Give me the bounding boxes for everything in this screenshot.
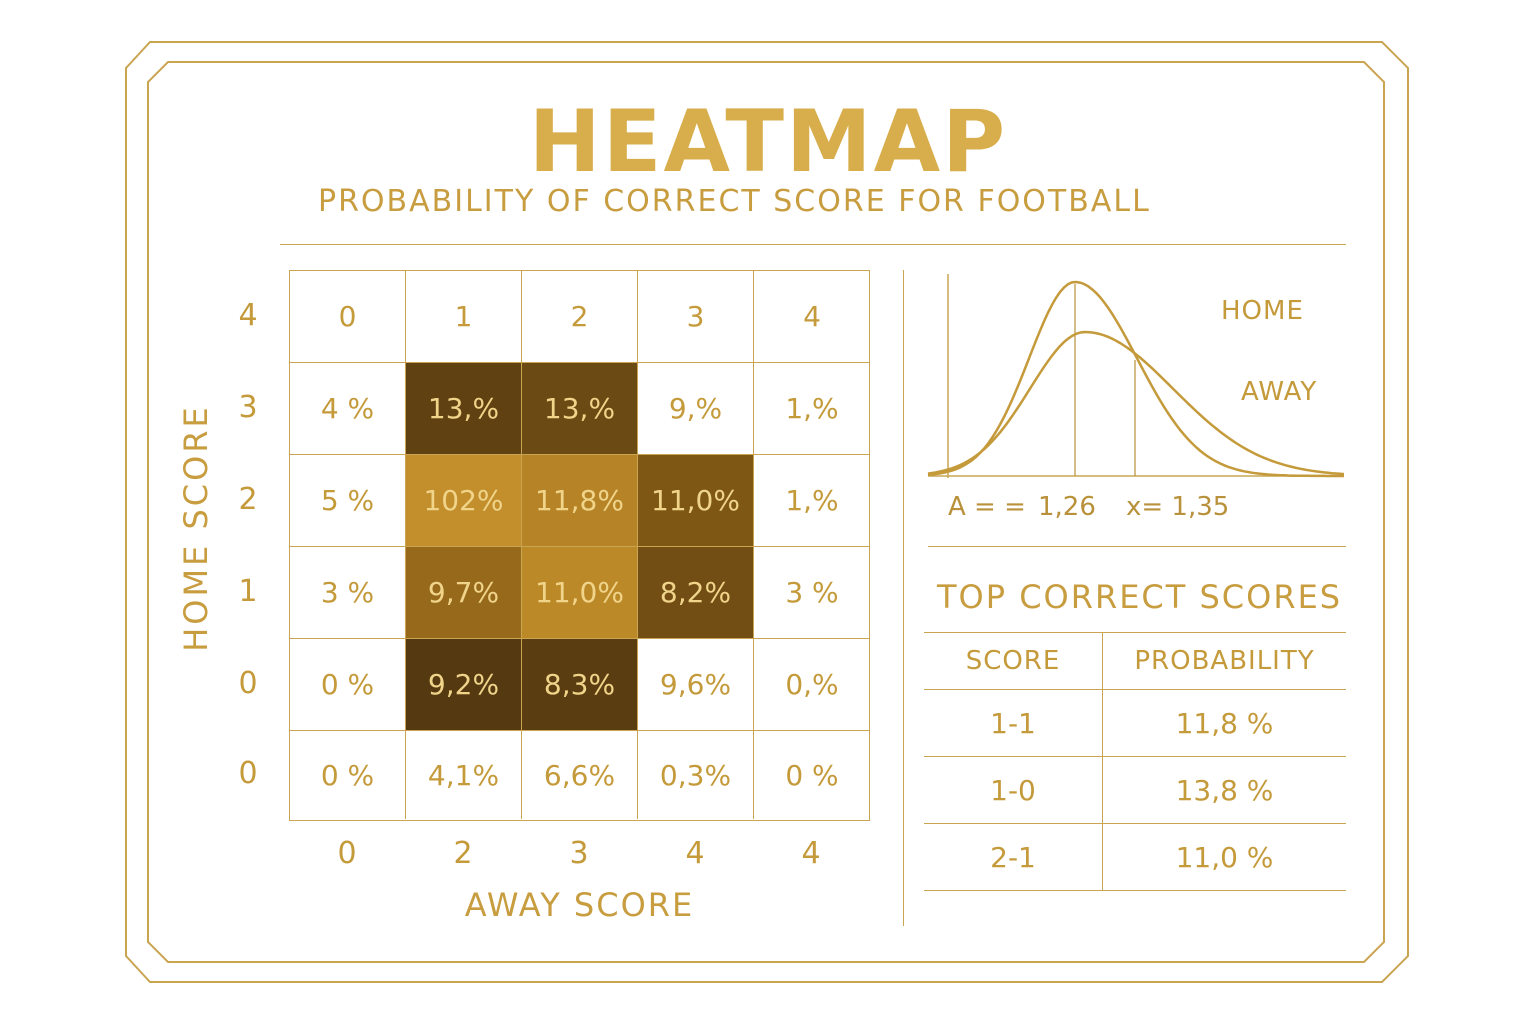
distribution-chart [927, 274, 1345, 478]
score-cell: 2-1 [924, 823, 1103, 891]
heatmap-cell: 11,8% [522, 455, 638, 547]
heatmap-cell: 8,2% [638, 547, 754, 639]
probability-cell: 11,8 % [1175, 706, 1274, 740]
heatmap-cell: 9,2% [406, 639, 522, 731]
legend-home: HOME [1221, 296, 1304, 326]
heatmap-cell: 0,% [754, 639, 870, 731]
score-cell: 1-1 [924, 689, 1103, 757]
heatmap-cell: 102% [406, 455, 522, 547]
heatmap-cell: 0 % [290, 639, 406, 731]
table-row: 1-0 13,8 % [924, 756, 1346, 824]
heatmap-cell: 5 % [290, 455, 406, 547]
panel-divider [903, 270, 904, 926]
heatmap-cell: 11,0% [638, 455, 754, 547]
heatmap-cell: 3 % [290, 547, 406, 639]
heatmap-cell: 6,6% [522, 731, 638, 819]
y-tick-label: 4 [238, 298, 258, 333]
top-scores-title: TOP CORRECT SCORES [937, 578, 1343, 616]
header-divider [280, 244, 1346, 245]
heatmap-cell: 4,1% [406, 731, 522, 819]
page-subtitle: PROBABILITY OF CORRECT SCORE FOR FOOTBAL… [318, 184, 1151, 219]
param-value-a: 1,26 [1038, 492, 1096, 522]
heatmap-cell: 3 % [754, 547, 870, 639]
heatmap-cell: 0 % [785, 758, 839, 792]
home-curve [927, 280, 1344, 478]
heatmap-cell: 0 [290, 271, 406, 363]
x-tick-label: 4 [685, 836, 705, 871]
heatmap-cell: 1 [406, 271, 522, 363]
x-tick-label: 2 [453, 836, 473, 871]
heatmap-cell: 1,% [754, 363, 870, 455]
heatmap-cell: 13,% [406, 363, 522, 455]
score-cell: 1-0 [924, 756, 1103, 824]
y-tick-label: 2 [238, 482, 258, 517]
y-tick-label: 0 [238, 756, 258, 791]
heatmap-cell: 1,% [754, 455, 870, 547]
heatmap-cell: 0 % [290, 731, 406, 819]
x-tick-label: 0 [337, 836, 357, 871]
probability-cell: 13,8 % [1175, 773, 1274, 807]
x-axis-title: AWAY SCORE [464, 886, 695, 924]
heatmap-cell: 4 [754, 271, 870, 363]
probability-cell: 11,0 % [1175, 840, 1274, 874]
heatmap-cell: 11,0% [522, 547, 638, 639]
heatmap-cell: 8,3% [522, 639, 638, 731]
y-tick-label: 3 [238, 390, 258, 425]
y-axis-title: HOME SCORE [177, 404, 215, 652]
column-header-probability: PROBABILITY [1134, 646, 1315, 676]
table-row: 1-1 11,8 % [924, 689, 1346, 757]
heatmap-cell: 13,% [522, 363, 638, 455]
stats-divider [928, 546, 1346, 547]
table-row: 2-1 11,0 % [924, 823, 1346, 891]
param-value-x: x= 1,35 [1126, 492, 1230, 522]
column-header-score: SCORE [924, 632, 1103, 690]
heatmap-cell: 0,3% [638, 731, 754, 819]
heatmap-cell: 2 [522, 271, 638, 363]
table-header-row: SCORE PROBABILITY [924, 632, 1346, 690]
y-tick-label: 1 [238, 574, 258, 609]
heatmap-cell: 9,7% [406, 547, 522, 639]
param-label-a: A = = [948, 492, 1026, 522]
y-tick-label: 0 [238, 666, 258, 701]
heatmap-cell: 9,6% [638, 639, 754, 731]
heatmap-cell: 4 % [290, 363, 406, 455]
legend-away: AWAY [1241, 377, 1318, 407]
top-scores-table: SCORE PROBABILITY 1-1 11,8 % 1-0 13,8 % … [924, 632, 1346, 891]
x-tick-label: 4 [801, 836, 821, 871]
away-curve [927, 330, 1345, 476]
x-tick-label: 3 [569, 836, 589, 871]
page-title: HEATMAP [528, 92, 1008, 192]
heatmap-cell: 3 [638, 271, 754, 363]
heatmap-cell: 9,% [638, 363, 754, 455]
